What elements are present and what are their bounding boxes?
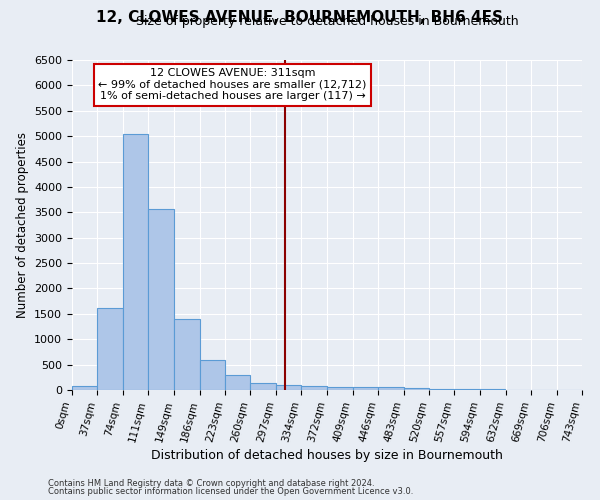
Text: Contains HM Land Registry data © Crown copyright and database right 2024.: Contains HM Land Registry data © Crown c… — [48, 478, 374, 488]
Bar — [429, 389, 454, 390]
X-axis label: Distribution of detached houses by size in Bournemouth: Distribution of detached houses by size … — [151, 448, 503, 462]
Text: Contains public sector information licensed under the Open Government Licence v3: Contains public sector information licen… — [48, 487, 413, 496]
Bar — [123, 134, 148, 390]
Bar — [250, 384, 276, 390]
Bar — [225, 376, 250, 390]
Bar — [404, 388, 429, 390]
Y-axis label: Number of detached properties: Number of detached properties — [16, 132, 29, 318]
Bar — [454, 389, 480, 390]
Bar — [378, 388, 404, 390]
Bar — [353, 388, 378, 390]
Bar — [301, 386, 326, 390]
Text: 12 CLOWES AVENUE: 311sqm
← 99% of detached houses are smaller (12,712)
1% of sem: 12 CLOWES AVENUE: 311sqm ← 99% of detach… — [98, 68, 367, 102]
Bar — [148, 208, 173, 390]
Bar — [200, 360, 225, 390]
Bar — [276, 386, 301, 390]
Bar — [174, 319, 200, 390]
Text: 12, CLOWES AVENUE, BOURNEMOUTH, BH6 4ES: 12, CLOWES AVENUE, BOURNEMOUTH, BH6 4ES — [97, 10, 503, 25]
Title: Size of property relative to detached houses in Bournemouth: Size of property relative to detached ho… — [136, 16, 518, 28]
Bar — [97, 308, 123, 390]
Bar — [72, 386, 97, 390]
Bar — [328, 387, 353, 390]
